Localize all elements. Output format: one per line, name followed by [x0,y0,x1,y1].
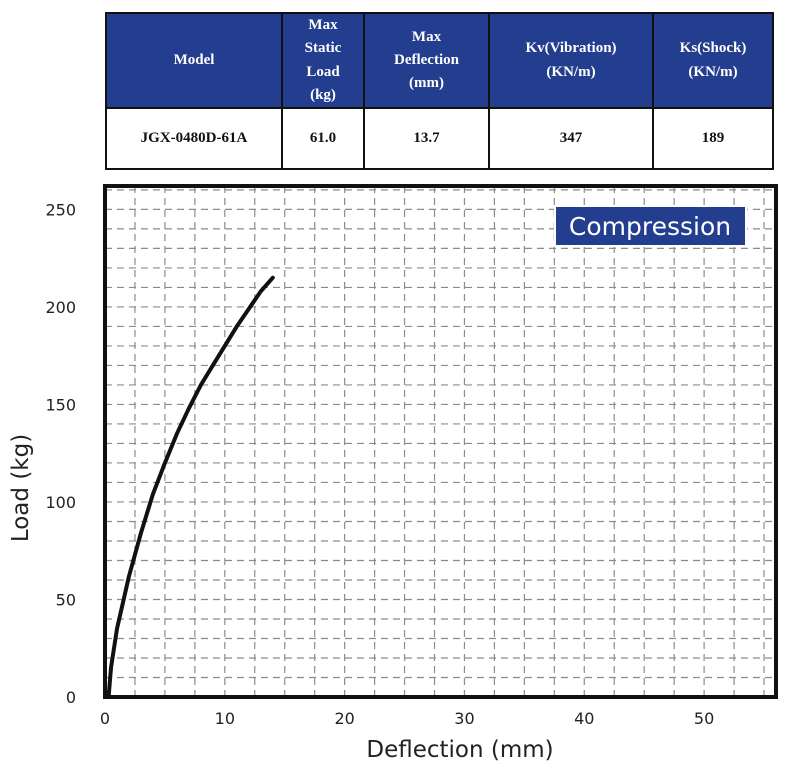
grid [105,186,776,697]
cell-model: JGX-0480D-61A [105,107,283,170]
header-max-static-load-line: Max [308,17,338,33]
header-max-static-load: Max Static Load (kg) [281,12,365,109]
header-max-static-load-line: (kg) [310,86,336,103]
spec-table: Model Max Static Load (kg) Max Deflectio… [105,12,774,170]
plot-background [105,186,776,697]
y-tick-label: 200 [45,298,76,317]
header-ks-shock-line: Ks(Shock) [679,40,747,57]
x-tick-label: 10 [215,709,235,728]
x-tick-label: 20 [334,709,354,728]
header-model-line: Model [173,51,215,68]
x-tick-label: 0 [100,709,110,728]
tick-labels: 0 10 20 30 40 50 0 50 100 150 200 250 [45,200,714,728]
header-model: Model [105,12,283,109]
cell-max-static-load: 61.0 [281,107,365,170]
y-axis-label: Load (kg) [8,434,34,542]
header-max-deflection: Max Deflection (mm) [363,12,490,109]
cell-kv: 347 [488,107,654,170]
legend-box [554,205,747,247]
x-tick-label: 50 [694,709,714,728]
header-ks-shock-line: (KN/m) [688,63,738,80]
plot-frame [103,184,778,699]
header-max-deflection-line: (mm) [409,75,444,92]
header-max-static-load-line: Static [304,40,342,57]
spec-header-row: Model Max Static Load (kg) Max Deflectio… [105,12,774,109]
y-tick-label: 0 [66,688,76,707]
y-tick-label: 50 [56,590,76,609]
x-tick-label: 40 [574,709,594,728]
legend-label: Compression [569,212,731,241]
header-ks-shock: Ks(Shock) (KN/m) [652,12,774,109]
x-tick-label: 30 [454,709,474,728]
load-deflection-chart: 0 10 20 30 40 50 0 50 100 150 200 250 Compression D… [8,184,778,763]
spec-data-row: JGX-0480D-61A 61.0 13.7 347 189 [105,107,774,170]
data-series [106,275,275,699]
header-max-deflection-line: Deflection [394,51,459,68]
cell-ks: 189 [652,107,774,170]
header-kv-vibration: Kv(Vibration) (KN/m) [488,12,654,109]
header-kv-vibration-line: Kv(Vibration) [525,40,617,57]
x-axis-label: Deflection (mm) [366,737,553,763]
y-tick-label: 250 [45,200,76,219]
header-max-static-load-line: Load [306,63,340,80]
cell-max-deflection: 13.7 [363,107,490,170]
plot-border [103,184,778,699]
header-kv-vibration-line: (KN/m) [546,63,596,80]
legend: Compression [554,205,747,247]
header-max-deflection-line: Max [411,28,442,45]
y-tick-label: 150 [45,395,76,414]
y-tick-label: 100 [45,493,76,512]
compression-curve [106,275,275,699]
